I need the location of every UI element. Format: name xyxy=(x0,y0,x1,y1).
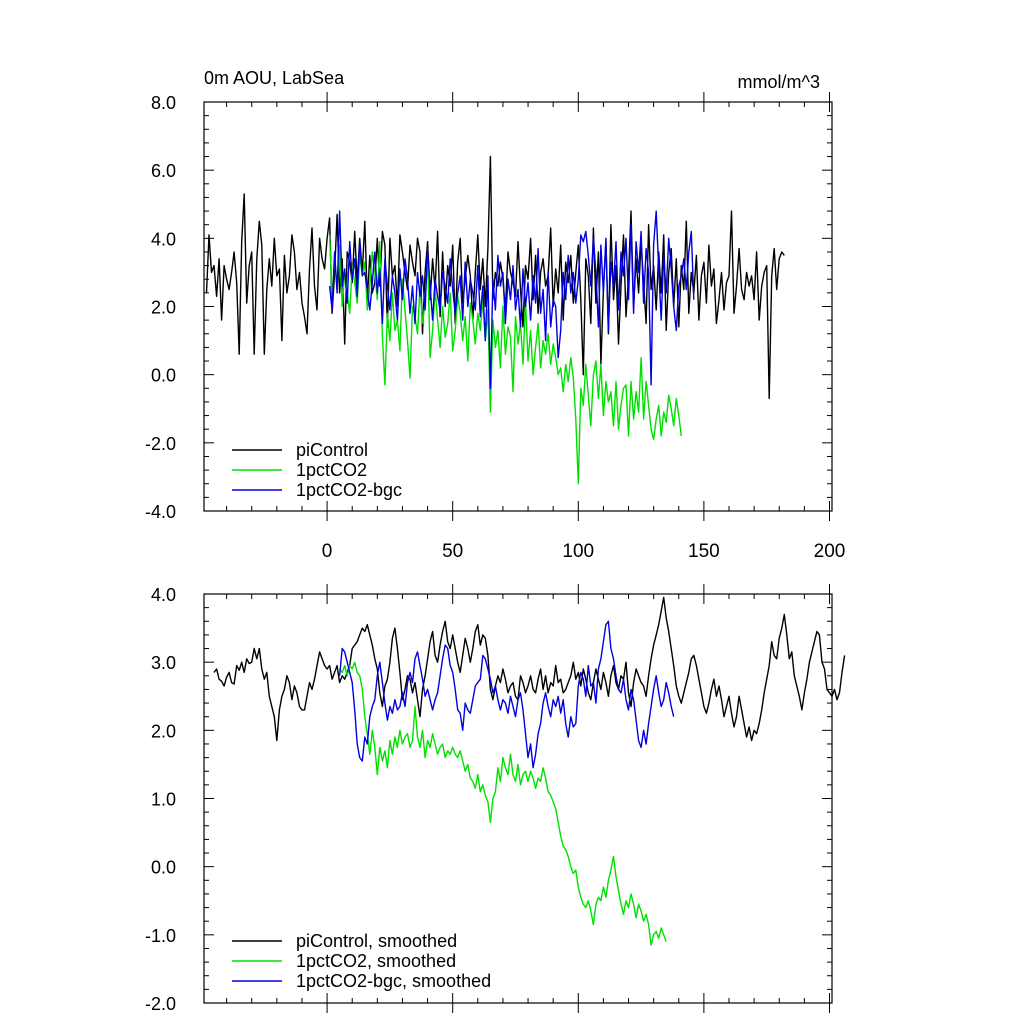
y-tick-label: 6.0 xyxy=(151,161,176,181)
x-tick-label: 0 xyxy=(322,541,333,562)
x-tick-label: 200 xyxy=(814,541,846,562)
x-tick-label: 50 xyxy=(442,541,463,562)
top-panel-units: mmol/m^3 xyxy=(738,72,820,92)
series-line-picontrol-smoothed xyxy=(213,596,846,742)
series-line-1pctco2-smoothed xyxy=(339,661,667,946)
x-tick-label: 150 xyxy=(688,541,720,562)
y-tick-label: -4.0 xyxy=(145,502,176,522)
y-tick-label: 4.0 xyxy=(151,585,176,605)
legend-label: 1pctCO2, smoothed xyxy=(296,951,456,971)
legend-label: 1pctCO2-bgc, smoothed xyxy=(296,971,491,991)
y-tick-label: 2.0 xyxy=(151,721,176,741)
series-line-1pctco2-bgc xyxy=(328,210,695,389)
y-tick-label: 2.0 xyxy=(151,298,176,318)
y-tick-label: -2.0 xyxy=(145,434,176,454)
y-tick-label: 3.0 xyxy=(151,653,176,673)
top-panel-title: 0m AOU, LabSea xyxy=(204,68,345,88)
series-line-1pctco2 xyxy=(328,234,682,485)
y-tick-label: -1.0 xyxy=(145,926,176,946)
y-tick-label: -2.0 xyxy=(145,994,176,1014)
bottom-panel: -2.0 -1.0 0.0 1.0 2.0 3.0 4.0 piControl, smooth… xyxy=(145,584,846,1014)
series-line-1pctco2-bgc-smoothed xyxy=(338,620,675,769)
y-tick-label: 1.0 xyxy=(151,790,176,810)
y-tick-label: 0.0 xyxy=(151,858,176,878)
legend-label: piControl, smoothed xyxy=(296,931,457,951)
y-tick-label: 8.0 xyxy=(151,93,176,113)
legend-label: 1pctCO2-bgc xyxy=(296,480,402,500)
y-tick-label: 0.0 xyxy=(151,366,176,386)
y-tick-label: 4.0 xyxy=(151,229,176,249)
top-panel: -4.0 -2.0 0.0 2.0 4.0 6.0 8.0 0 50 100 150 200 piCon… xyxy=(145,92,845,562)
x-tick-label: 100 xyxy=(562,541,594,562)
legend-label: piControl xyxy=(296,440,368,460)
series-line-picontrol xyxy=(205,155,785,400)
legend-label: 1pctCO2 xyxy=(296,460,367,480)
